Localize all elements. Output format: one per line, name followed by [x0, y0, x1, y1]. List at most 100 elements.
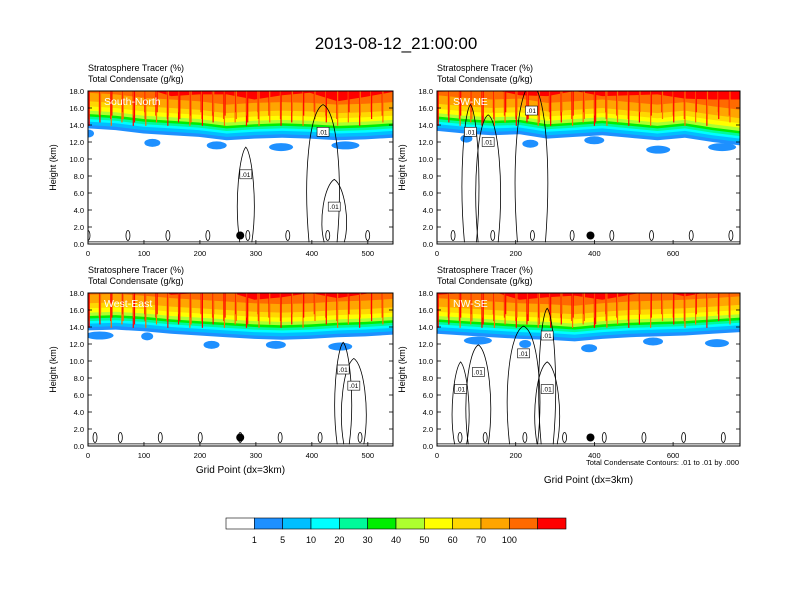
contour-label: .01	[543, 333, 552, 340]
x-tick-label: 300	[250, 249, 263, 258]
colorbar-swatch	[395, 517, 425, 530]
tracer-band-max	[88, 91, 393, 102]
panel-header-condensate: Total Condensate (g/kg)	[88, 74, 184, 84]
contour-line	[534, 361, 560, 445]
y-tick-label: 6.0	[423, 189, 433, 198]
location-marker	[586, 231, 595, 240]
contour-line	[451, 361, 470, 445]
colorbar-label: 20	[334, 535, 344, 545]
panel-label: South-North	[104, 96, 161, 108]
y-tick-label: 18.0	[69, 87, 84, 96]
y-tick-label: 12.0	[418, 340, 433, 349]
contour-line	[530, 230, 535, 241]
y-tick-label: 12.0	[69, 138, 84, 147]
contour-label: .01	[456, 387, 465, 394]
contour-line	[357, 432, 363, 443]
panel-header-tracer: Stratosphere Tracer (%)	[437, 63, 533, 73]
y-axis-label: Height (km)	[397, 346, 407, 393]
tracer-band-max	[437, 293, 740, 300]
colorbar-label: 5	[280, 535, 285, 545]
contour-line	[538, 307, 557, 445]
tracer-patch	[463, 336, 492, 345]
x-tick-label: 100	[138, 451, 151, 460]
y-tick-label: 14.0	[418, 323, 433, 332]
contour-label-box	[347, 380, 361, 391]
contour-line	[720, 432, 726, 443]
tracer-band-max	[88, 293, 393, 300]
tracer-patch	[584, 136, 605, 145]
y-tick-label: 18.0	[418, 87, 433, 96]
tracer-field	[88, 293, 393, 445]
x-tick-label: 600	[667, 451, 680, 460]
colorbar-swatch	[254, 517, 283, 530]
y-tick-label: 18.0	[418, 289, 433, 298]
colorbar-label: 60	[448, 535, 458, 545]
y-tick-label: 2.0	[74, 425, 84, 434]
contour-line	[450, 230, 456, 241]
tracer-patch	[141, 332, 154, 341]
contour-label-box	[540, 384, 554, 394]
panel-header-condensate: Total Condensate (g/kg)	[437, 74, 533, 84]
panel-header-tracer: Stratosphere Tracer (%)	[88, 63, 184, 73]
x-tick-label: 200	[194, 249, 207, 258]
contour-label-box	[540, 330, 554, 341]
contour-label: .01	[319, 129, 328, 136]
tracer-patch	[646, 145, 671, 154]
contour-line	[277, 432, 283, 443]
contour-line	[681, 432, 687, 443]
tracer-band	[88, 293, 393, 305]
contour-line	[205, 230, 211, 241]
contour-label: .01	[543, 387, 552, 394]
x-tick-label: 200	[509, 451, 522, 460]
y-tick-label: 0.0	[423, 240, 433, 249]
contour-label: .01	[241, 172, 250, 179]
tracer-patch	[704, 339, 729, 348]
panel-header-condensate: Total Condensate (g/kg)	[88, 276, 184, 286]
condensate-contours	[451, 307, 726, 445]
colorbar-label: 30	[363, 535, 373, 545]
x-tick-label: 300	[250, 451, 263, 460]
x-tick-label: 500	[362, 451, 375, 460]
x-tick-label: 600	[667, 249, 680, 258]
contour-label-box	[472, 367, 485, 377]
y-tick-label: 14.0	[418, 121, 433, 130]
contour-line	[465, 344, 492, 445]
tracer-patch	[265, 340, 286, 349]
contour-line	[317, 432, 323, 443]
colorbar-swatch	[452, 517, 482, 530]
contour-line	[461, 104, 480, 243]
contour-line	[321, 178, 347, 243]
contour-line	[601, 432, 607, 443]
y-tick-label: 4.0	[423, 408, 433, 417]
y-tick-label: 8.0	[74, 374, 84, 383]
y-tick-label: 2.0	[74, 223, 84, 232]
y-tick-label: 4.0	[74, 408, 84, 417]
y-tick-label: 16.0	[418, 306, 433, 315]
y-tick-label: 2.0	[423, 425, 433, 434]
colorbar-swatch	[339, 517, 368, 530]
location-marker	[236, 433, 245, 442]
x-tick-label: 400	[588, 249, 601, 258]
contour-line	[609, 230, 615, 241]
y-tick-label: 8.0	[423, 374, 433, 383]
y-tick-label: 6.0	[74, 189, 84, 198]
panel-label: SW-NE	[453, 96, 488, 108]
contour-line	[125, 230, 131, 241]
plot-frame	[87, 90, 394, 245]
y-tick-label: 6.0	[74, 391, 84, 400]
contour-label-box	[464, 127, 477, 137]
tracer-patch	[203, 340, 220, 349]
contour-line	[688, 230, 694, 241]
contour-label-box	[316, 127, 330, 137]
contour-line	[92, 432, 98, 443]
colorbar-label: 50	[419, 535, 429, 545]
contour-line	[306, 104, 340, 243]
x-tick-label: 200	[194, 451, 207, 460]
contour-line	[569, 230, 575, 241]
colorbar-swatch	[225, 517, 255, 530]
condensate-contours	[88, 104, 371, 243]
colorbar-label: 1	[252, 535, 257, 545]
x-tick-label: 100	[138, 249, 151, 258]
y-tick-label: 16.0	[69, 104, 84, 113]
